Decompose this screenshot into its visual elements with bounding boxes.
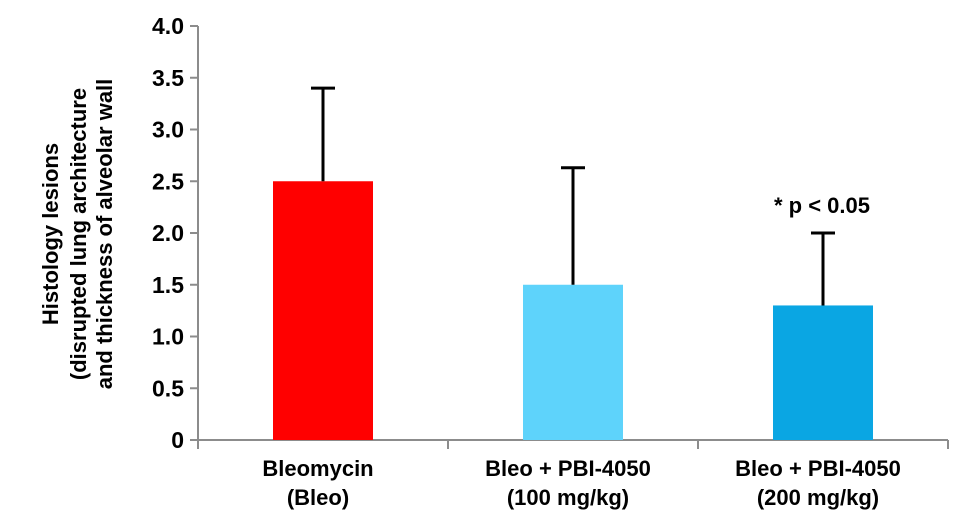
x-axis-categories: Bleomycin (Bleo) Bleo + PBI-4050 (100 mg/kg… bbox=[262, 456, 900, 510]
y-tick-label: 4.0 bbox=[152, 13, 184, 39]
y-tick-label: 3.0 bbox=[152, 117, 184, 143]
x-category-label: (100 mg/kg) bbox=[507, 485, 629, 510]
x-category-label: Bleomycin bbox=[262, 456, 373, 481]
x-category-label: (Bleo) bbox=[287, 485, 349, 510]
error-bars bbox=[311, 86, 835, 306]
significance-annotation: * p < 0.05 bbox=[774, 193, 870, 218]
x-category-label: (200 mg/kg) bbox=[757, 485, 879, 510]
y-tick-label: 2.5 bbox=[152, 168, 184, 194]
y-tick-label: 3.5 bbox=[152, 65, 184, 91]
y-tick-label: 1.0 bbox=[152, 324, 184, 350]
y-tick-label: 0.5 bbox=[152, 375, 184, 401]
y-tick-label: 0 bbox=[171, 427, 184, 453]
bars bbox=[273, 181, 873, 440]
y-tick-label: 1.5 bbox=[152, 272, 184, 298]
bar bbox=[523, 284, 623, 440]
bar bbox=[773, 305, 873, 440]
y-tick-label: 2.0 bbox=[152, 220, 184, 246]
y-axis-label-line: Histology lesions bbox=[38, 143, 63, 325]
y-axis-ticks: 0 0.5 1.0 1.5 2.0 2.5 3.0 3.5 4.0 bbox=[152, 13, 198, 453]
x-category-label: Bleo + PBI-4050 bbox=[735, 456, 901, 481]
y-axis-label: Histology lesions (disrupted lung archite… bbox=[38, 79, 117, 390]
y-axis-label-line: (disrupted lung architecture bbox=[66, 88, 91, 380]
x-category-label: Bleo + PBI-4050 bbox=[485, 456, 651, 481]
y-axis-label-line: and thickness of alveolar wall bbox=[92, 79, 117, 390]
bar bbox=[273, 181, 373, 440]
